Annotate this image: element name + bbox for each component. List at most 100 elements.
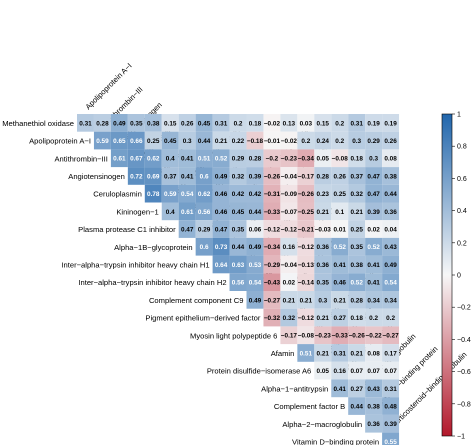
cell-r12-c16 <box>331 308 349 327</box>
cell-label-r11-c16: 0.21 <box>333 297 346 304</box>
cell-label-r4-c6: 0.37 <box>164 173 177 180</box>
cell-label-r2-c3: 0.65 <box>113 138 126 145</box>
cell-label-r12-c19: 0.2 <box>386 315 395 322</box>
cell-r11-c13 <box>280 291 298 309</box>
cell-r13-c16 <box>331 326 349 345</box>
cell-label-r7-c15: −0.03 <box>315 226 332 233</box>
cell-r2-c15 <box>314 131 332 150</box>
cell-r10-c14 <box>297 273 315 291</box>
cell-label-r6-c9: 0.46 <box>215 209 228 216</box>
cell-r5-c10 <box>229 184 247 203</box>
cell-r4-c6 <box>161 167 179 185</box>
cell-label-r9-c15: 0.36 <box>317 262 330 269</box>
cell-label-r11-c12: −0.27 <box>264 297 281 304</box>
cell-label-r1-c4: 0.35 <box>130 120 143 127</box>
cell-label-r5-c8: 0.62 <box>198 191 211 198</box>
cell-r8-c11 <box>246 237 264 256</box>
row-label-13: Myosin light polypeptide 6 <box>190 331 277 340</box>
cell-r5-c6 <box>161 184 179 203</box>
cell-r13-c17 <box>348 326 366 345</box>
cell-label-r1-c5: 0.38 <box>147 120 160 127</box>
cell-label-r4-c11: 0.39 <box>249 173 262 180</box>
row-label-11: Complement component C9 <box>149 296 244 305</box>
cell-label-r3-c6: 0.4 <box>166 156 175 163</box>
colorbar-tick-label-10: −0.8 <box>457 401 471 408</box>
cell-r2-c18 <box>365 131 383 150</box>
cell-r3-c4 <box>127 149 145 168</box>
cell-r2-c9 <box>212 131 230 150</box>
cell-label-r4-c19: 0.38 <box>384 173 397 180</box>
cell-r2-c2 <box>93 131 111 150</box>
cell-label-r14-c15: 0.21 <box>317 350 330 357</box>
cell-label-r2-c2: 0.59 <box>96 138 109 145</box>
cell-r3-c8 <box>195 149 213 168</box>
cell-label-r2-c7: 0.3 <box>183 138 192 145</box>
cell-label-r8-c14: −0.12 <box>298 244 315 251</box>
cell-label-r13-c19: −0.27 <box>382 333 399 340</box>
cell-label-r9-c11: 0.53 <box>249 262 262 269</box>
cell-label-r15-c15: 0.05 <box>317 368 330 375</box>
cell-r3-c6 <box>161 149 179 168</box>
cell-label-r3-c12: −0.2 <box>266 156 279 163</box>
cell-label-r4-c16: 0.26 <box>333 173 346 180</box>
cell-r7-c14 <box>297 220 315 238</box>
cell-label-r6-c10: 0.45 <box>232 209 245 216</box>
cell-r1-c16 <box>331 114 349 132</box>
cell-r2-c13 <box>280 131 298 150</box>
cell-r14-c16 <box>331 344 349 362</box>
colorbar-tick-label-9: −0.6 <box>457 369 471 376</box>
cell-r7-c9 <box>212 220 230 238</box>
cell-label-r4-c7: 0.41 <box>181 173 194 180</box>
cell-r5-c9 <box>212 184 230 203</box>
cell-label-r12-c14: −0.12 <box>298 315 315 322</box>
cell-r14-c19 <box>382 344 400 362</box>
cell-label-r5-c16: 0.25 <box>333 191 346 198</box>
cell-r1-c9 <box>212 114 230 132</box>
colorbar-tick-label-3: 0.6 <box>457 176 467 183</box>
cell-r9-c15 <box>314 255 332 274</box>
cell-r7-c17 <box>348 220 366 238</box>
cell-r1-c7 <box>178 114 196 132</box>
cell-r1-c15 <box>314 114 332 132</box>
cell-label-r13-c14: −0.08 <box>298 333 315 340</box>
cell-r8-c16 <box>331 237 349 256</box>
cell-r9-c16 <box>331 255 349 274</box>
cell-label-r6-c19: 0.36 <box>384 209 397 216</box>
cell-label-r3-c9: 0.52 <box>215 156 228 163</box>
row-label-18: Alpha−2−macroglobulin <box>282 420 362 429</box>
cell-r14-c14 <box>297 344 315 362</box>
cell-r3-c17 <box>348 149 366 168</box>
cell-r2-c7 <box>178 131 196 150</box>
cell-r7-c11 <box>246 220 264 238</box>
cell-r18-c19 <box>382 414 400 433</box>
cell-r6-c8 <box>195 202 213 221</box>
cell-r7-c13 <box>280 220 298 238</box>
cell-label-r9-c13: −0.04 <box>281 262 298 269</box>
row-label-15: Protein disulfide−isomerase A6 <box>207 367 311 376</box>
cell-r10-c18 <box>365 273 383 291</box>
cell-r1-c8 <box>195 114 213 132</box>
cell-r5-c5 <box>144 184 162 203</box>
cell-r4-c17 <box>348 167 366 185</box>
cell-label-r7-c9: 0.47 <box>215 226 228 233</box>
row-label-14: Afamin <box>271 349 295 358</box>
cell-label-r1-c17: 0.31 <box>350 120 363 127</box>
cell-r7-c15 <box>314 220 332 238</box>
cell-label-r1-c19: 0.19 <box>384 120 397 127</box>
cell-label-r14-c19: 0.17 <box>384 350 397 357</box>
cell-label-r8-c10: 0.44 <box>232 244 245 251</box>
cell-r1-c4 <box>127 114 145 132</box>
cell-label-r6-c14: −0.25 <box>298 209 315 216</box>
cell-label-r5-c10: 0.42 <box>232 191 245 198</box>
cell-label-r5-c14: −0.26 <box>298 191 315 198</box>
cell-label-r9-c19: 0.49 <box>384 262 397 269</box>
row-label-12: Pigment epithelium−derived factor <box>145 314 260 323</box>
cell-r9-c18 <box>365 255 383 274</box>
cell-label-r1-c3: 0.49 <box>113 120 126 127</box>
cell-r5-c19 <box>382 184 400 203</box>
cell-label-r2-c17: 0.3 <box>352 138 361 145</box>
cell-label-r1-c9: 0.31 <box>215 120 228 127</box>
cell-label-r1-c13: 0.13 <box>283 120 296 127</box>
cell-label-r12-c13: 0.32 <box>283 315 296 322</box>
cell-r7-c10 <box>229 220 247 238</box>
